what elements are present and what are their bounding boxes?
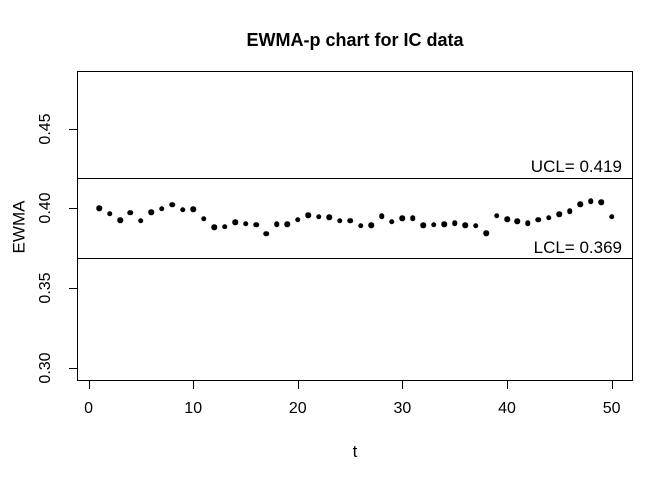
data-point — [389, 218, 395, 225]
data-point — [169, 201, 176, 208]
data-point — [347, 217, 353, 224]
chart-title: EWMA-p chart for IC data — [246, 30, 464, 50]
data-point — [577, 201, 583, 208]
data-point — [284, 221, 291, 227]
y-axis-title: EWMA — [9, 200, 29, 254]
data-point — [410, 215, 416, 222]
data-point — [368, 222, 374, 228]
y-axis-tick — [69, 208, 77, 210]
data-point — [451, 220, 458, 227]
y-axis-tick — [69, 128, 77, 130]
data-point — [274, 221, 280, 227]
x-axis-tick-label: 30 — [393, 400, 412, 417]
data-point — [493, 212, 500, 219]
data-point — [211, 224, 217, 231]
x-axis-tick-label: 40 — [498, 400, 516, 417]
data-point — [159, 206, 165, 212]
data-point — [179, 206, 186, 213]
data-point — [504, 216, 510, 222]
x-axis-tick-label: 0 — [84, 400, 94, 417]
data-point — [441, 221, 447, 227]
data-point — [472, 222, 479, 229]
y-axis-tick-label: 0.45 — [37, 113, 54, 145]
y-axis-tick — [69, 367, 77, 369]
ucl-line — [77, 178, 633, 179]
data-point — [253, 221, 259, 228]
data-point — [336, 217, 343, 224]
data-point — [546, 214, 552, 221]
data-point — [535, 217, 542, 223]
data-point — [221, 224, 228, 230]
data-point — [556, 211, 563, 218]
data-point — [232, 219, 238, 225]
data-point — [483, 230, 489, 237]
x-axis-tick — [193, 381, 195, 389]
x-axis-tick-label: 20 — [288, 400, 307, 417]
data-point — [200, 215, 207, 222]
x-axis-tick — [507, 381, 508, 389]
data-point — [117, 217, 123, 224]
data-point — [598, 199, 604, 205]
data-point — [462, 222, 468, 228]
x-axis-tick — [402, 381, 404, 389]
data-point — [399, 215, 406, 222]
y-axis-tick — [69, 288, 77, 289]
y-axis-tick-label: 0.40 — [37, 192, 54, 224]
data-point — [138, 218, 144, 224]
data-point — [326, 214, 332, 220]
lcl-label: LCL= 0.369 — [533, 238, 622, 257]
data-point — [96, 205, 102, 212]
data-point — [357, 222, 364, 229]
x-axis-title: t — [352, 442, 358, 461]
data-point — [242, 221, 249, 227]
data-point — [431, 221, 437, 228]
data-point — [514, 218, 521, 224]
data-point — [420, 222, 427, 228]
ucl-label: UCL= 0.419 — [530, 157, 622, 176]
data-point — [587, 198, 594, 204]
data-point — [190, 206, 196, 212]
y-axis-tick-label: 0.35 — [37, 272, 54, 304]
data-point — [305, 212, 311, 218]
data-point — [608, 214, 615, 220]
x-axis-tick — [297, 381, 299, 389]
plot-area — [77, 71, 633, 381]
y-axis-tick-label: 0.30 — [37, 352, 54, 384]
data-point — [315, 214, 322, 220]
x-axis-tick-label: 10 — [184, 400, 203, 417]
data-point — [263, 231, 270, 237]
lcl-line — [77, 257, 633, 259]
data-point — [127, 210, 134, 216]
data-point — [378, 213, 385, 219]
data-point — [106, 210, 113, 217]
data-point — [295, 217, 301, 223]
x-axis-tick — [611, 381, 613, 389]
data-point — [566, 208, 573, 214]
data-point — [525, 220, 531, 227]
x-axis-tick-label: 50 — [602, 400, 621, 417]
x-axis-tick — [88, 381, 90, 389]
data-point — [148, 209, 155, 215]
